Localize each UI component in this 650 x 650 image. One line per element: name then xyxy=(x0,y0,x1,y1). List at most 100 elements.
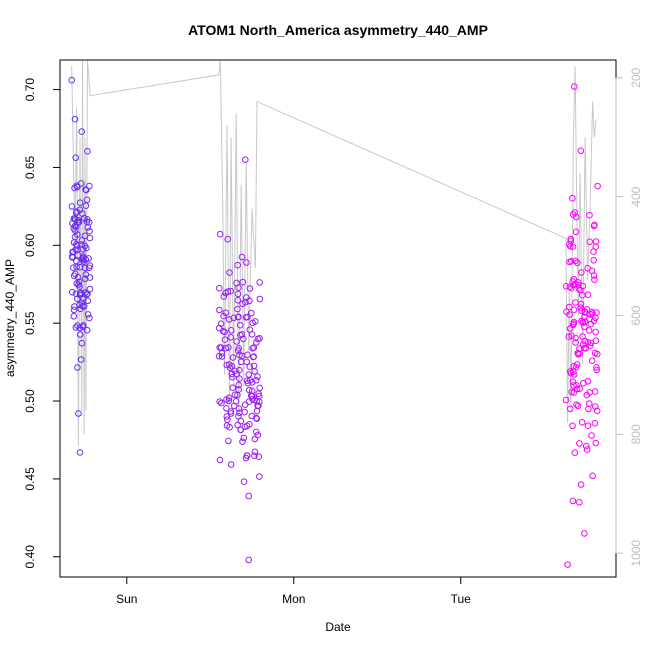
y-axis-label: asymmetry_440_AMP xyxy=(3,259,17,377)
data-point xyxy=(568,332,575,340)
data-point xyxy=(570,306,578,314)
data-point xyxy=(225,437,232,445)
data-point xyxy=(565,333,573,341)
data-point xyxy=(569,497,577,505)
data-point xyxy=(592,439,600,447)
data-point xyxy=(586,211,593,219)
data-point xyxy=(592,337,600,345)
data-point xyxy=(563,308,570,316)
data-point xyxy=(234,391,241,399)
data-point xyxy=(74,231,81,238)
data-point xyxy=(235,405,243,412)
data-point xyxy=(251,448,259,456)
data-point xyxy=(243,294,250,301)
data-point xyxy=(252,428,260,436)
data-point-outlier xyxy=(243,452,251,459)
y-tick-label: 0.60 xyxy=(23,233,37,257)
data-point xyxy=(73,263,80,271)
data-point xyxy=(224,416,231,424)
data-point xyxy=(70,272,78,280)
data-point xyxy=(245,371,253,378)
data-point xyxy=(86,285,94,293)
data-point xyxy=(84,147,91,155)
data-point xyxy=(572,228,580,236)
data-point xyxy=(593,364,600,371)
data-point-outlier xyxy=(75,410,82,417)
data-point xyxy=(226,361,233,368)
data-point xyxy=(586,389,593,396)
data-point xyxy=(252,377,260,384)
data-point xyxy=(576,440,583,447)
data-point-outlier xyxy=(243,422,251,430)
data-point xyxy=(226,364,234,372)
data-point xyxy=(578,419,586,426)
data-point xyxy=(588,357,596,365)
data-point xyxy=(215,324,223,332)
y-tick-label: 0.50 xyxy=(23,389,37,413)
y-tick-label: 0.70 xyxy=(23,78,37,102)
data-point xyxy=(240,335,247,343)
data-point xyxy=(589,310,596,317)
data-point xyxy=(566,405,574,413)
data-point xyxy=(582,442,590,450)
data-point xyxy=(567,257,575,265)
data-point xyxy=(237,417,245,425)
data-point xyxy=(71,215,79,222)
data-point xyxy=(234,347,242,355)
data-point xyxy=(228,370,236,378)
data-point xyxy=(238,253,246,261)
data-point xyxy=(253,339,260,346)
data-point xyxy=(74,216,82,224)
data-point xyxy=(238,331,246,338)
data-point xyxy=(568,388,576,396)
data-point xyxy=(584,339,592,346)
data-point xyxy=(227,287,234,295)
data-point xyxy=(236,375,243,382)
data-point xyxy=(77,356,85,363)
data-point xyxy=(569,321,577,329)
data-point xyxy=(221,328,228,336)
data-point xyxy=(567,369,575,377)
data-point xyxy=(76,199,84,206)
y-tick-label: 0.40 xyxy=(23,545,37,569)
data-point xyxy=(227,327,235,334)
data-point xyxy=(224,235,231,243)
data-point xyxy=(236,321,244,329)
data-point xyxy=(69,288,76,296)
data-point xyxy=(82,271,90,278)
data-point xyxy=(86,262,94,269)
data-point xyxy=(248,331,256,338)
y-tick-label: 0.65 xyxy=(23,155,37,179)
right-tick-label: 800 xyxy=(629,424,643,444)
data-point xyxy=(573,385,581,393)
data-point xyxy=(570,318,578,326)
data-point xyxy=(243,259,250,266)
y-tick-label: 0.45 xyxy=(23,467,37,491)
data-point xyxy=(220,312,227,320)
data-point xyxy=(591,388,599,395)
secondary-series-line xyxy=(71,59,597,447)
data-point xyxy=(591,221,598,229)
data-point xyxy=(576,345,583,353)
data-point xyxy=(80,258,87,266)
data-point xyxy=(240,478,248,486)
data-point xyxy=(585,405,592,413)
data-point xyxy=(80,214,88,222)
data-point xyxy=(572,339,579,346)
data-point xyxy=(82,186,89,193)
data-point xyxy=(239,438,246,446)
data-point xyxy=(256,384,264,392)
data-point xyxy=(231,391,239,399)
data-point xyxy=(574,279,582,286)
data-point xyxy=(235,345,242,352)
data-point-outlier xyxy=(576,499,583,506)
data-point xyxy=(235,381,242,389)
data-point xyxy=(581,323,588,331)
x-tick-label: Sun xyxy=(116,592,137,606)
data-point xyxy=(588,432,595,439)
data-point xyxy=(256,335,263,342)
data-point xyxy=(70,313,78,320)
data-point xyxy=(574,349,582,357)
data-point xyxy=(250,344,258,351)
data-point xyxy=(83,326,91,334)
